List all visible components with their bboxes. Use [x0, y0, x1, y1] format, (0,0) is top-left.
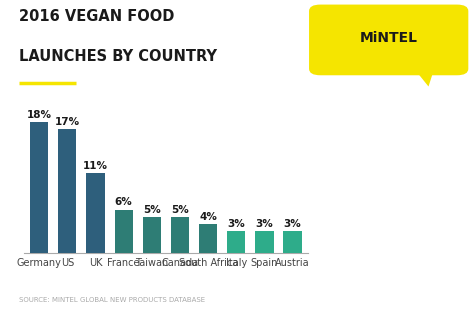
Bar: [86, 173, 105, 253]
Bar: [30, 122, 48, 253]
Text: 11%: 11%: [83, 161, 108, 171]
Text: 5%: 5%: [143, 205, 161, 215]
Bar: [199, 224, 217, 253]
Bar: [171, 217, 189, 253]
Bar: [283, 231, 302, 253]
Text: 6%: 6%: [115, 197, 133, 207]
Text: LAUNCHES BY COUNTRY: LAUNCHES BY COUNTRY: [19, 49, 217, 65]
Bar: [143, 217, 161, 253]
Text: 3%: 3%: [284, 219, 301, 229]
Text: 2016 VEGAN FOOD: 2016 VEGAN FOOD: [19, 9, 174, 24]
Text: 3%: 3%: [255, 219, 273, 229]
Bar: [255, 231, 273, 253]
FancyBboxPatch shape: [309, 5, 468, 75]
Polygon shape: [414, 69, 434, 87]
Text: MiNTEL: MiNTEL: [360, 31, 418, 45]
Text: 17%: 17%: [55, 117, 80, 127]
Text: 18%: 18%: [27, 110, 52, 120]
Text: SOURCE: MINTEL GLOBAL NEW PRODUCTS DATABASE: SOURCE: MINTEL GLOBAL NEW PRODUCTS DATAB…: [19, 297, 205, 303]
Bar: [58, 129, 76, 253]
Text: 5%: 5%: [171, 205, 189, 215]
Text: 4%: 4%: [199, 212, 217, 222]
Bar: [115, 210, 133, 253]
Text: 3%: 3%: [228, 219, 245, 229]
Bar: [227, 231, 246, 253]
